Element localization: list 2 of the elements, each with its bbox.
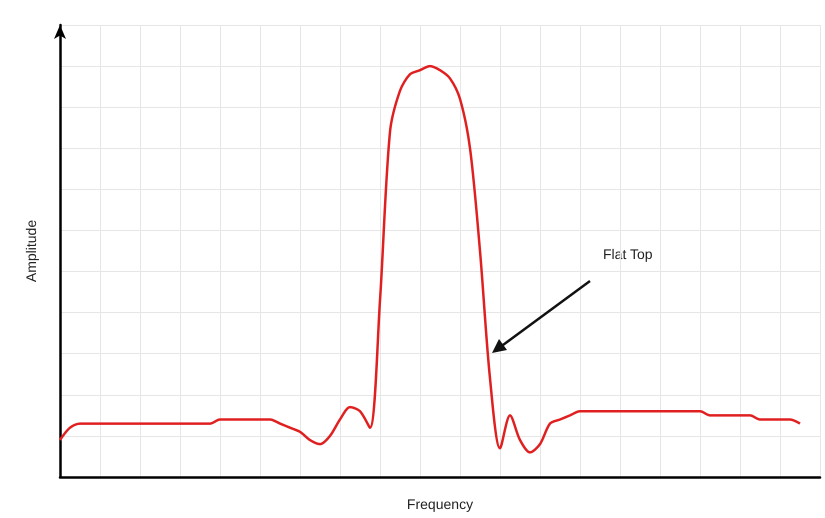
y-axis-title: Amplitude xyxy=(23,220,39,282)
x-axis-title: Frequency xyxy=(406,496,474,512)
